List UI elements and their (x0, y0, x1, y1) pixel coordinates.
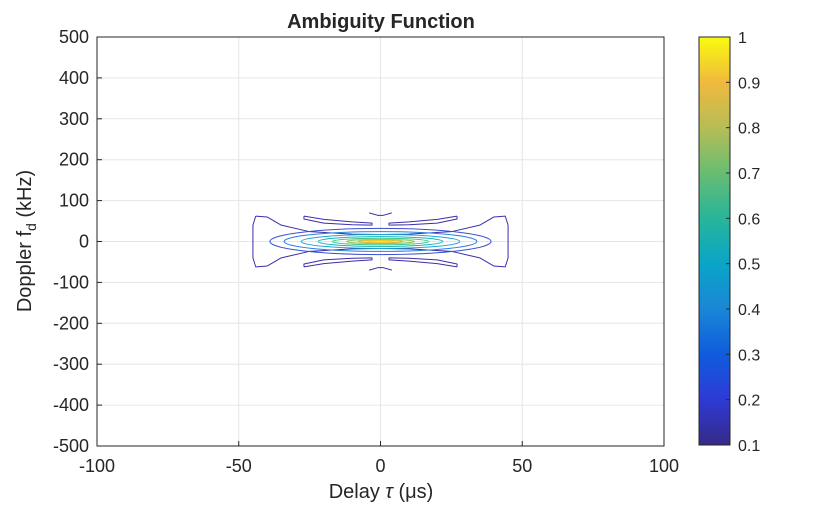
y-tick-label: -300 (53, 354, 89, 374)
contour-line-0-1 (303, 215, 373, 226)
contour-line-0-4 (300, 234, 461, 249)
y-tick-label: 300 (59, 109, 89, 129)
y-axis-ticks: -500 -400 -300 -200 -100 0 100 200 300 400 500 (53, 27, 102, 456)
colorbar-tick-label: 0.6 (738, 211, 760, 228)
colorbar-tick-label: 0.9 (738, 75, 760, 92)
x-tick-label: -50 (226, 456, 252, 476)
contour-line-0-1 (369, 212, 392, 216)
contour-line-0-9 (367, 240, 394, 243)
colorbar-tick-label: 1 (738, 30, 747, 47)
x-tick-label: -100 (79, 456, 115, 476)
y-tick-label: 0 (79, 232, 89, 252)
contour-line-0-1 (303, 257, 373, 268)
colorbar-tick-label: 0.1 (738, 438, 760, 455)
y-axis-label-subscript: d (23, 223, 39, 231)
colorbar-tick-label: 0.8 (738, 121, 760, 138)
x-axis-label-unit: (μs) (393, 481, 433, 503)
colorbar-gradient (698, 36, 731, 446)
colorbar-tick-label: 0.2 (738, 393, 760, 410)
y-tick-label: 100 (59, 191, 89, 211)
y-tick-label: -500 (53, 436, 89, 456)
x-axis-ticks: -100 -50 0 50 100 (79, 441, 679, 476)
y-axis-label-unit: (kHz) (14, 170, 36, 223)
x-axis-label-main: Delay (329, 481, 386, 503)
contour-line-0-5 (317, 236, 444, 247)
y-tick-label: 200 (59, 150, 89, 170)
colorbar-tick-label: 0.4 (738, 302, 760, 319)
y-axis-label-main: Doppler f (14, 231, 36, 313)
x-axis-label-symbol: τ (385, 481, 394, 503)
contour-line-0-1 (388, 215, 458, 226)
grid-lines (96, 36, 665, 447)
contour-line-0-8 (357, 239, 404, 244)
contour-line-0-1 (369, 267, 392, 271)
contour-line-0-6 (331, 237, 430, 246)
y-tick-label: -100 (53, 272, 89, 292)
y-axis-label: Doppler fd (kHz) (14, 170, 39, 312)
y-tick-label: 400 (59, 68, 89, 88)
x-tick-label: 100 (649, 456, 679, 476)
colorbar-tick-label: 0.7 (738, 166, 760, 183)
x-tick-label: 50 (512, 456, 532, 476)
plot-area: -100 -50 0 50 100 -500-400-300-200-100010020… (53, 27, 679, 476)
colorbar-ticks: 0.1 0.2 0.3 0.4 0.5 0.6 0.7 0.8 0.9 1 (726, 30, 760, 455)
contour-lines (252, 212, 509, 271)
colorbar: 0.1 0.2 0.3 0.4 0.5 0.6 0.7 0.8 0.9 1 (698, 30, 760, 455)
y-tick-label: -400 (53, 395, 89, 415)
colorbar-tick-label: 0.3 (738, 347, 760, 364)
contour-line-0-3 (283, 231, 478, 252)
contour-line-0-1 (388, 257, 458, 268)
x-tick-label: 0 (375, 456, 385, 476)
y-tick-label: -200 (53, 313, 89, 333)
colorbar-tick-label: 0.5 (738, 257, 760, 274)
contour-line-0-7 (345, 238, 416, 245)
contour-line-0-2 (269, 227, 492, 256)
y-tick-label: 500 (59, 27, 89, 47)
x-axis-label: Delay τ (μs) (329, 481, 434, 503)
chart-title: Ambiguity Function (287, 11, 475, 33)
